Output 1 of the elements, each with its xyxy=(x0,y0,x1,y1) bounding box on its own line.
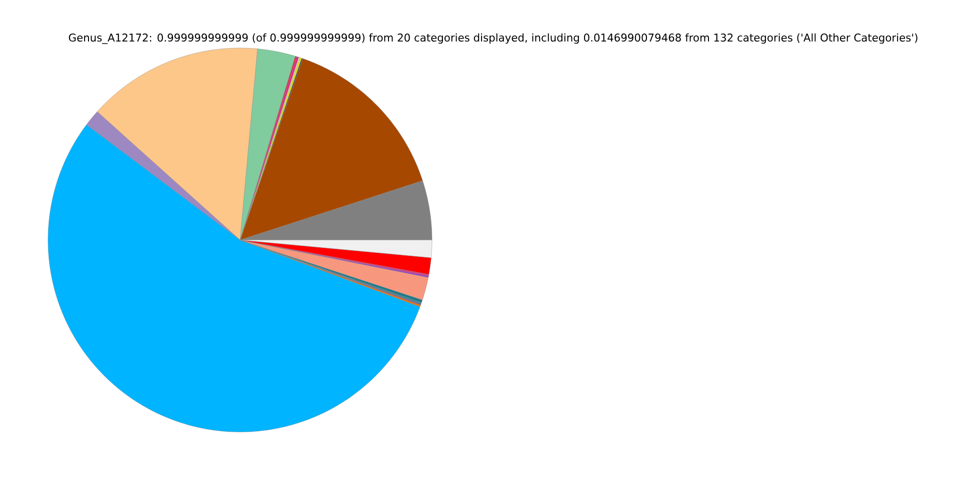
text: Genus_A12172: 0.999999999999 (of 0.999999999999) from 20 categories displayed, including 0.0146990079468 from 132 categories ('All Other Categories') xyxy=(68,33,918,44)
